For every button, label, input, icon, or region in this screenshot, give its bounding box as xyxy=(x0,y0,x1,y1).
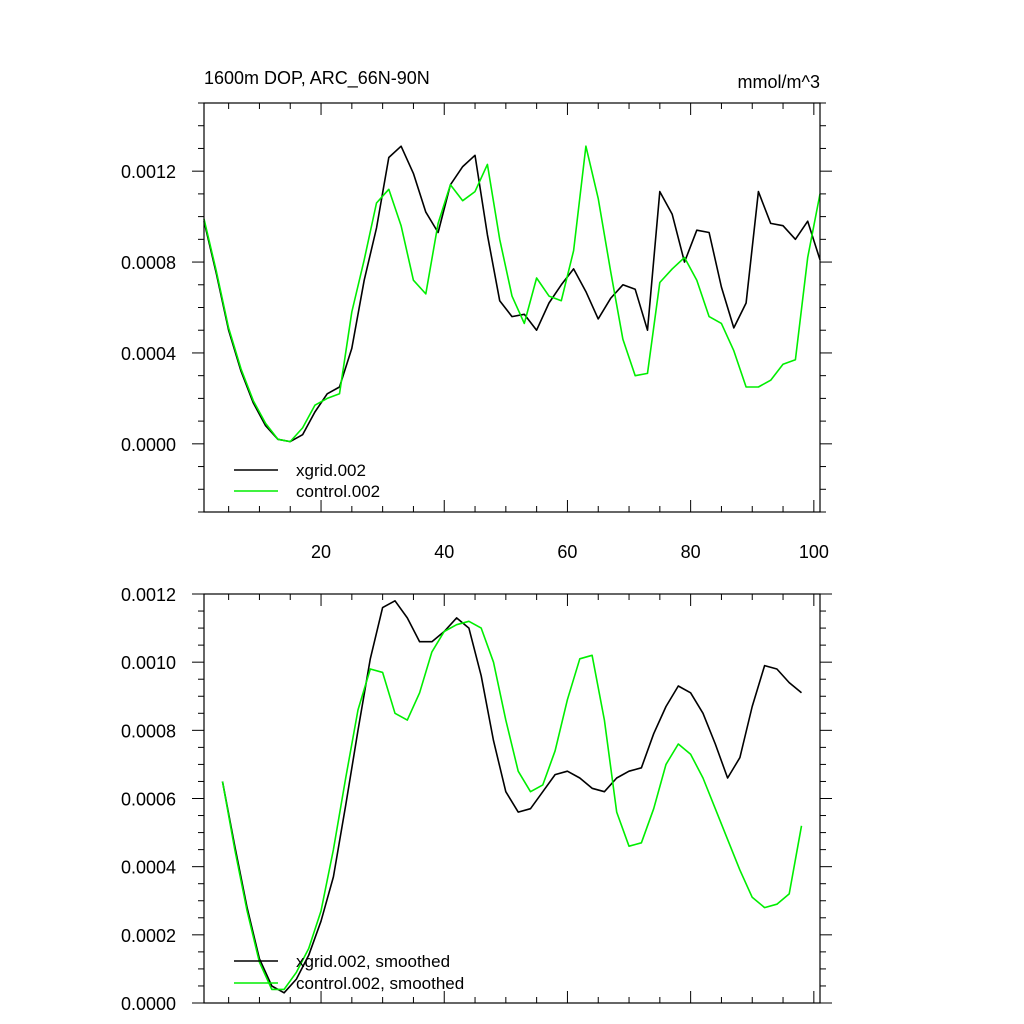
legend-label-control-smoothed: control.002, smoothed xyxy=(296,974,464,993)
bottom-panel-legend: xgrid.002, smoothed control.002, smoothe… xyxy=(234,952,464,993)
top-panel-legend: xgrid.002 control.002 xyxy=(234,461,380,501)
x-tick-label: 40 xyxy=(434,542,454,562)
x-tick-label: 80 xyxy=(681,542,701,562)
y-tick-label: 0.0004 xyxy=(121,858,176,878)
legend-label-control: control.002 xyxy=(296,482,380,501)
x-tick-label: 100 xyxy=(799,542,829,562)
y-tick-label: 0.0010 xyxy=(121,653,176,673)
x-tick-label: 20 xyxy=(311,542,331,562)
bottom-panel: 0.0000 0.0002 0.0004 0.0006 0.0008 0.0010 0.00… xyxy=(121,585,832,1014)
bottom-panel-y-tick-labels: 0.0000 0.0002 0.0004 0.0006 0.0008 0.0010 0.00… xyxy=(121,585,176,1014)
x-tick-label: 60 xyxy=(557,542,577,562)
y-tick-label: 0.0008 xyxy=(121,721,176,741)
bottom-series-line-xgrid xyxy=(221,599,803,994)
bottom-panel-ticks xyxy=(192,593,832,1004)
y-tick-label: 0.0002 xyxy=(121,926,176,946)
top-series-line-control xyxy=(203,145,821,443)
y-tick-label: 0.0008 xyxy=(121,253,176,273)
bottom-panel-series xyxy=(221,599,803,994)
legend-label-xgrid-smoothed: xgrid.002, smoothed xyxy=(296,952,450,971)
top-panel-x-tick-labels: 20 40 60 80 100 xyxy=(311,542,829,562)
y-tick-label: 0.0006 xyxy=(121,790,176,810)
top-panel: 1600m DOP, ARC_66N-90N mmol/m^3 0.00000.… xyxy=(121,68,832,562)
top-panel-series xyxy=(203,145,821,443)
bottom-series-line-control xyxy=(221,620,803,991)
top-panel-units: mmol/m^3 xyxy=(738,72,820,92)
legend-label-xgrid: xgrid.002 xyxy=(296,461,366,480)
y-tick-label: 0.0012 xyxy=(121,162,176,182)
top-panel-title: 1600m DOP, ARC_66N-90N xyxy=(204,68,430,89)
top-panel-y-tick-labels: 0.0000 0.0004 0.0008 0.0012 xyxy=(121,162,176,455)
y-tick-label: 0.0012 xyxy=(121,585,176,605)
top-panel-ticks xyxy=(192,102,832,513)
y-tick-label: 0.0004 xyxy=(121,344,176,364)
y-tick-label: 0.0000 xyxy=(121,994,176,1014)
top-panel-frame xyxy=(203,102,821,513)
y-tick-label: 0.0000 xyxy=(121,435,176,455)
bottom-panel-frame xyxy=(203,593,821,1004)
top-series-line-xgrid xyxy=(203,145,821,443)
